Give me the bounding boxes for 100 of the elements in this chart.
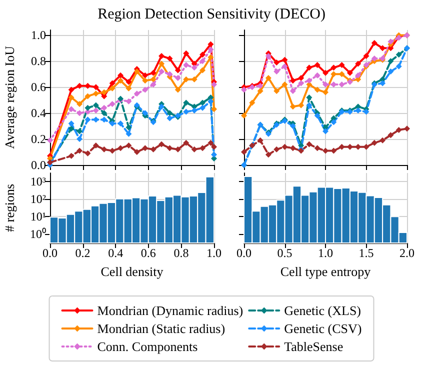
point — [380, 137, 386, 144]
point — [47, 137, 53, 144]
point — [68, 126, 74, 132]
y-tick-label: 10⁰ — [30, 226, 46, 241]
point — [282, 63, 288, 70]
point — [126, 142, 132, 149]
point — [208, 98, 214, 104]
point — [257, 137, 264, 144]
point — [158, 68, 165, 75]
point — [380, 80, 386, 86]
point — [191, 64, 198, 71]
point — [282, 56, 288, 63]
point — [265, 52, 272, 59]
point — [211, 144, 217, 150]
point — [158, 141, 165, 148]
point — [101, 116, 108, 123]
point — [183, 100, 190, 106]
point — [150, 70, 156, 76]
point — [109, 85, 116, 92]
y-tick-label: 10³ — [30, 174, 46, 188]
point — [92, 84, 99, 90]
point — [158, 60, 165, 67]
point — [118, 120, 124, 126]
point — [84, 93, 91, 100]
point — [363, 108, 370, 115]
point — [241, 86, 247, 93]
point — [68, 106, 74, 112]
point — [314, 145, 320, 152]
point — [134, 90, 140, 97]
point — [126, 78, 132, 85]
point — [355, 60, 362, 67]
point — [174, 86, 181, 93]
point — [282, 82, 288, 88]
point — [371, 140, 378, 146]
point — [92, 142, 99, 149]
point — [68, 152, 74, 159]
point — [142, 145, 148, 152]
point — [290, 145, 296, 152]
legend-label: Mondrian (Dynamic radius) — [97, 303, 244, 318]
point — [306, 102, 312, 108]
point — [346, 70, 353, 76]
point — [174, 67, 181, 74]
point — [134, 68, 140, 75]
point — [183, 50, 190, 56]
point — [290, 78, 296, 84]
point — [109, 100, 116, 107]
point — [274, 59, 280, 66]
point — [92, 102, 99, 108]
point — [314, 62, 320, 68]
point — [396, 63, 402, 70]
point — [200, 67, 206, 74]
point — [241, 112, 247, 119]
point — [388, 58, 394, 64]
y-tick-label: 0.6 — [31, 80, 46, 94]
y-axis-title: # regions — [2, 184, 17, 232]
point — [150, 76, 156, 82]
point — [330, 119, 337, 126]
x-tick-label: 0.6 — [140, 246, 156, 260]
point — [388, 132, 394, 138]
point — [150, 82, 156, 88]
point — [298, 75, 304, 82]
point — [211, 82, 217, 88]
point — [126, 98, 132, 104]
x-axis-title: Cell density — [100, 264, 164, 279]
point — [142, 78, 148, 84]
point — [118, 78, 124, 84]
legend-label: Conn. Components — [97, 339, 198, 354]
point — [298, 80, 304, 86]
point — [371, 40, 378, 46]
point — [118, 72, 124, 78]
point — [84, 104, 91, 111]
point — [290, 88, 296, 94]
point — [290, 104, 296, 110]
x-tick-label: 1.0 — [318, 246, 333, 260]
point — [101, 104, 108, 111]
point — [249, 100, 256, 106]
point — [109, 80, 116, 86]
point — [109, 148, 116, 154]
point — [404, 126, 410, 132]
point — [174, 75, 181, 82]
point — [314, 86, 320, 93]
point — [314, 72, 320, 78]
point — [200, 100, 206, 106]
point — [183, 108, 190, 115]
point — [191, 146, 198, 152]
point — [338, 82, 345, 88]
point — [183, 140, 190, 146]
x-tick-label: 0.4 — [108, 246, 124, 260]
point — [265, 75, 272, 82]
point — [322, 148, 328, 154]
x-tick-label: 0.0 — [42, 246, 58, 260]
point — [76, 128, 83, 134]
point — [211, 152, 217, 158]
point — [208, 54, 214, 60]
point — [166, 115, 173, 122]
point — [158, 52, 165, 59]
point — [101, 146, 108, 152]
point — [330, 64, 337, 71]
point — [166, 110, 173, 116]
point — [274, 88, 280, 94]
